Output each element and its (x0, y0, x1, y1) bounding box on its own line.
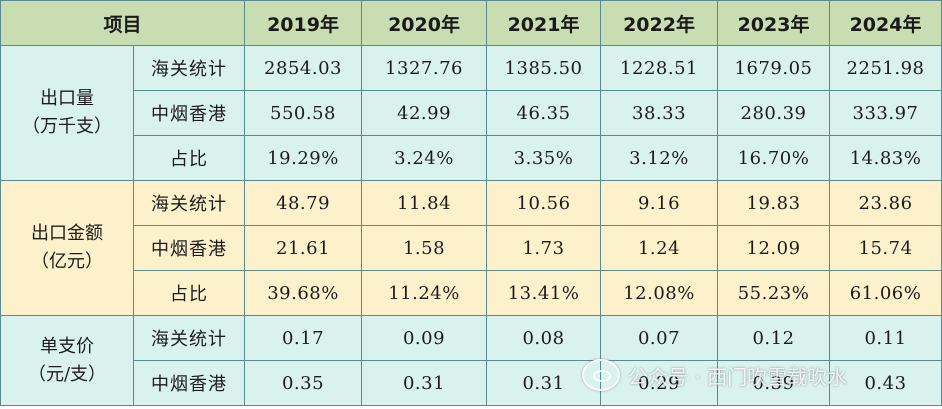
table-cell: 16.70% (717, 135, 831, 181)
table-cell: 39.68% (244, 270, 363, 316)
table-cell: 0.07 (600, 315, 719, 361)
header-row: 项目 2019年 2020年 2021年 2022年 2023年 2024年 (0, 0, 942, 46)
table-cell: 12.08% (600, 270, 719, 316)
table-row: 中烟香港 550.58 42.99 46.35 38.33 280.39 333… (1, 90, 942, 136)
table-cell: 10.56 (486, 180, 602, 226)
table-cell: 23.86 (829, 180, 942, 226)
row-label: 中烟香港 (132, 90, 246, 136)
table-cell: 0.09 (361, 315, 488, 361)
table-cell: 46.35 (486, 90, 602, 136)
table-cell: 48.79 (244, 180, 363, 226)
group-label-text: 出口量 （万千支） (22, 88, 112, 137)
row-label: 占比 (132, 135, 246, 181)
table-cell: 0.43 (829, 360, 942, 406)
table-row: 占比 19.29% 3.24% 3.35% 3.12% 16.70% 14.83… (1, 135, 942, 181)
table-cell: 1679.05 (717, 45, 831, 91)
table-cell: 3.12% (600, 135, 719, 181)
table-cell: 11.24% (361, 270, 488, 316)
table-cell: 3.24% (361, 135, 488, 181)
header-year-2022: 2022年 (600, 0, 719, 46)
table-cell: 38.33 (600, 90, 719, 136)
table-cell: 1327.76 (361, 45, 488, 91)
header-year-2024: 2024年 (829, 0, 942, 46)
table-cell: 2251.98 (829, 45, 942, 91)
table-cell: 333.97 (829, 90, 942, 136)
table-cell: 55.23% (717, 270, 831, 316)
table-row: 单支价 （元/支） 海关统计 0.17 0.09 0.08 0.07 0.12 … (0, 315, 942, 406)
header-year-2021: 2021年 (486, 0, 602, 46)
table-cell: 0.11 (829, 315, 942, 361)
group-label-export-volume: 出口量 （万千支） (0, 45, 134, 181)
table-cell: 13.41% (486, 270, 602, 316)
table-cell: 11.84 (361, 180, 488, 226)
table-row: 占比 39.68% 11.24% 13.41% 12.08% 55.23% 61… (1, 270, 942, 316)
header-year-2019: 2019年 (244, 0, 363, 46)
table-cell: 1.24 (600, 225, 719, 271)
table-cell: 3.35% (486, 135, 602, 181)
table-cell: 19.29% (244, 135, 363, 181)
table-cell: 1.58 (361, 225, 488, 271)
table-cell: 2854.03 (244, 45, 363, 91)
table-cell: 1385.50 (486, 45, 602, 91)
table-cell: 0.35 (244, 360, 363, 406)
group-label-unit-price: 单支价 （元/支） (0, 315, 134, 406)
group-label-text: 单支价 （元/支） (27, 335, 107, 385)
table-cell: 19.83 (717, 180, 831, 226)
table-cell: 550.58 (244, 90, 363, 136)
table-cell: 0.39 (717, 360, 831, 406)
table-row: 出口量 （万千支） 海关统计 2854.03 1327.76 1385.50 1… (0, 45, 942, 181)
row-label: 海关统计 (132, 45, 246, 91)
table-cell: 12.09 (717, 225, 831, 271)
table-cell: 21.61 (244, 225, 363, 271)
table-row: 中烟香港 0.35 0.31 0.31 0.29 0.39 0.43 (1, 360, 942, 406)
header-year-2020: 2020年 (361, 0, 488, 46)
table-cell: 14.83% (829, 135, 942, 181)
group-label-text: 出口金额 （亿元） (31, 223, 103, 272)
table-row: 中烟香港 21.61 1.58 1.73 1.24 12.09 15.74 (1, 225, 942, 271)
row-label: 中烟香港 (132, 360, 246, 406)
group-label-export-amount: 出口金额 （亿元） (0, 180, 134, 316)
header-item: 项目 (0, 0, 246, 46)
table-cell: 1228.51 (600, 45, 719, 91)
table-row: 出口金额 （亿元） 海关统计 48.79 11.84 10.56 9.16 19… (0, 180, 942, 316)
table-cell: 61.06% (829, 270, 942, 316)
header-year-2023: 2023年 (717, 0, 831, 46)
table-cell: 0.17 (244, 315, 363, 361)
row-label: 占比 (132, 270, 246, 316)
row-label: 海关统计 (132, 315, 246, 361)
table-cell: 42.99 (361, 90, 488, 136)
table-cell: 0.08 (486, 315, 602, 361)
row-label: 中烟香港 (132, 225, 246, 271)
table-cell: 9.16 (600, 180, 719, 226)
table-cell: 0.29 (600, 360, 719, 406)
table-cell: 280.39 (717, 90, 831, 136)
table-cell: 1.73 (486, 225, 602, 271)
table-cell: 15.74 (829, 225, 942, 271)
table-cell: 0.12 (717, 315, 831, 361)
table-cell: 0.31 (361, 360, 488, 406)
row-label: 海关统计 (132, 180, 246, 226)
table-cell: 0.31 (486, 360, 602, 406)
